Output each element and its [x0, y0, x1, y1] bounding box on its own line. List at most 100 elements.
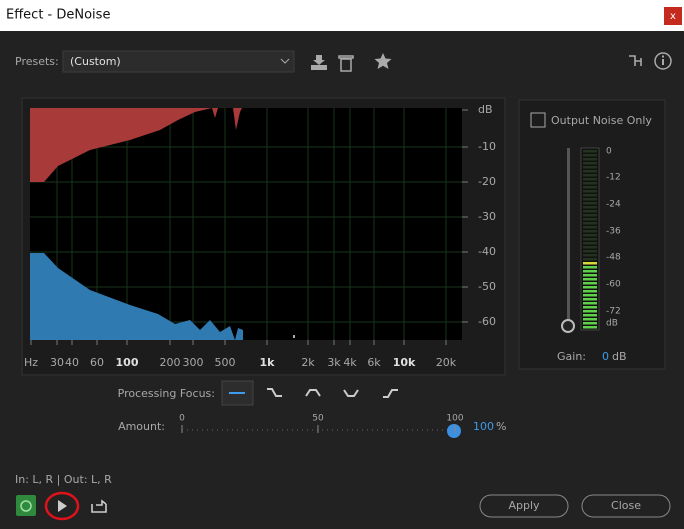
led [583, 214, 597, 217]
window-title: Effect - DeNoise [6, 8, 110, 23]
amount-tick: 0 [179, 414, 185, 424]
freq-label: 300 [183, 356, 204, 369]
freq-label: 200 [160, 356, 181, 369]
presets-dropdown[interactable] [62, 50, 295, 73]
freq-label: 4k [343, 356, 357, 369]
io-label: In: L, R | Out: L, R [15, 473, 112, 486]
led [583, 226, 597, 229]
led [583, 234, 597, 237]
led [583, 242, 597, 245]
freq-label: 40 [65, 356, 79, 369]
amount-tick: 100 [446, 414, 463, 424]
freq-label: 500 [215, 356, 236, 369]
meter-label: 0 [606, 147, 612, 157]
db-label: -60 [478, 315, 496, 328]
freq-label: 2k [301, 356, 315, 369]
led [583, 190, 597, 193]
led [583, 294, 597, 297]
led [583, 278, 597, 281]
export-button[interactable] [91, 499, 107, 513]
led [583, 310, 597, 313]
led [583, 298, 597, 301]
freq-label: 100 [116, 356, 139, 369]
amount-knob[interactable] [447, 424, 461, 438]
led [583, 150, 597, 153]
led [583, 306, 597, 309]
presets-value[interactable]: (Custom) [70, 55, 121, 68]
meter-label: dB [606, 319, 618, 329]
close-x[interactable]: x [670, 11, 676, 22]
gain-knob[interactable] [561, 319, 575, 333]
freq-label: 6k [367, 356, 381, 369]
freq-label: 3k [327, 356, 341, 369]
dropdown-arrow [280, 58, 290, 64]
led [583, 246, 597, 249]
led [583, 206, 597, 209]
led [583, 266, 597, 269]
led [583, 182, 597, 185]
close-window[interactable] [664, 7, 682, 25]
db-label: -40 [478, 245, 496, 258]
led [583, 326, 597, 329]
meter-leds [583, 150, 597, 329]
output-noise-label[interactable]: Output Noise Only [551, 114, 652, 127]
meter-label: -60 [606, 280, 621, 290]
amount-unit: % [496, 420, 506, 433]
freq-label: 30 [50, 356, 64, 369]
led [583, 250, 597, 253]
preset-icons[interactable] [311, 52, 672, 72]
close-button[interactable] [581, 494, 671, 518]
power-button[interactable] [16, 495, 36, 516]
apply-label[interactable]: Apply [508, 499, 540, 512]
led [583, 262, 597, 265]
db-label: -10 [478, 140, 496, 153]
led [583, 210, 597, 213]
noise-profile-bottom [30, 253, 243, 340]
meter-label: -36 [606, 227, 621, 237]
led [583, 202, 597, 205]
focus-buttons[interactable] [229, 388, 398, 398]
amount-label: Amount: [118, 420, 165, 433]
freq-label: 1k [260, 356, 276, 369]
led [583, 230, 597, 233]
led [583, 282, 597, 285]
db-label: -20 [478, 175, 496, 188]
led [583, 178, 597, 181]
led [583, 318, 597, 321]
grid [30, 108, 462, 340]
led [583, 194, 597, 197]
freq-label: 10k [393, 356, 416, 369]
noise-profile-top [30, 108, 242, 182]
gain-unit: dB [612, 350, 627, 363]
play-button[interactable] [58, 500, 67, 512]
meter-label: -72 [606, 307, 621, 317]
led [583, 162, 597, 165]
led [583, 174, 597, 177]
title-bar [0, 0, 684, 31]
freq-label: 20k [436, 356, 457, 369]
apply-button[interactable] [479, 494, 569, 518]
led [583, 270, 597, 273]
close-label[interactable]: Close [611, 499, 641, 512]
led [583, 258, 597, 261]
processing-focus-label: Processing Focus: [118, 387, 215, 400]
led [583, 166, 597, 169]
db-label: dB [478, 103, 493, 116]
meter-label: -48 [606, 253, 621, 263]
led [583, 302, 597, 305]
marker [293, 335, 295, 338]
output-noise-checkbox[interactable] [530, 112, 546, 128]
power-icon [20, 500, 32, 512]
led [583, 254, 597, 257]
led [583, 218, 597, 221]
amount-value[interactable]: 100 [473, 420, 494, 433]
amount-tick: 50 [312, 414, 324, 424]
led [583, 186, 597, 189]
gain-value[interactable]: 0 [602, 350, 609, 363]
led [583, 322, 597, 325]
led [583, 170, 597, 173]
meter-label: -24 [606, 200, 621, 210]
presets-label: Presets: [15, 55, 59, 68]
led [583, 198, 597, 201]
